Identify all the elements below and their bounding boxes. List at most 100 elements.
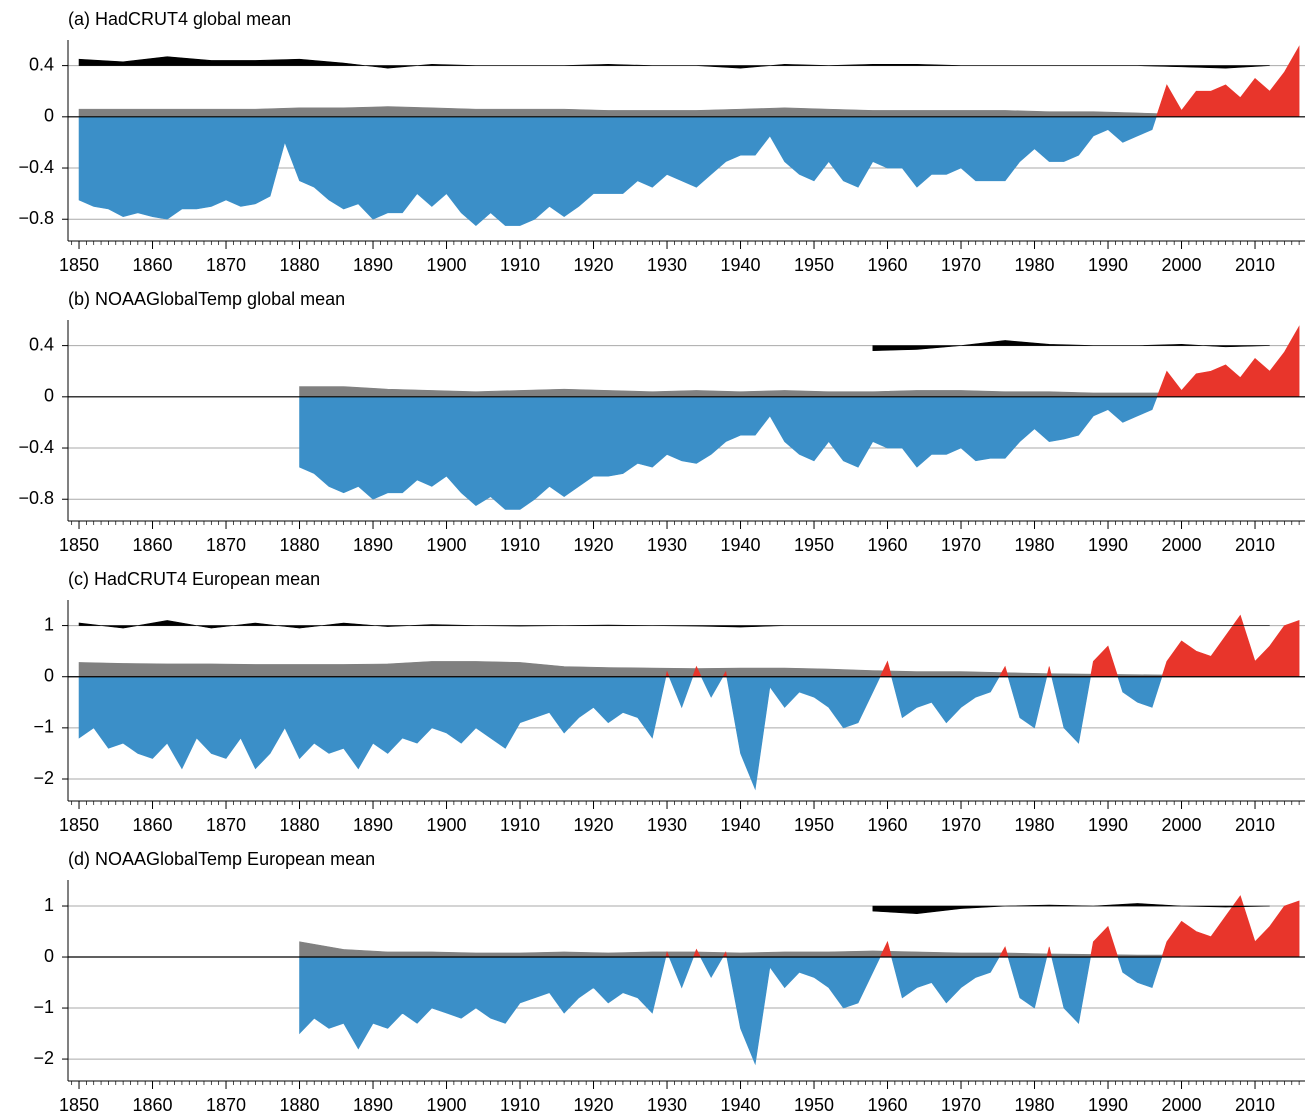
x-tick-label: 1870 (206, 1095, 246, 1113)
x-tick-label: 2000 (1161, 815, 1201, 835)
x-tick-label: 1960 (867, 535, 907, 555)
x-tick-label: 1900 (427, 255, 467, 275)
x-tick-label: 1990 (1088, 255, 1128, 275)
y-tick-label: 0 (44, 665, 54, 685)
uncertainty-area (78, 106, 1271, 118)
x-tick-label: 2000 (1161, 1095, 1201, 1113)
x-tick-label: 1970 (941, 815, 981, 835)
x-tick-label: 1950 (794, 255, 834, 275)
x-tick-label: 1980 (1014, 535, 1054, 555)
x-tick-label: 1870 (206, 255, 246, 275)
x-tick-label: 1860 (133, 255, 173, 275)
x-tick-label: 1990 (1088, 535, 1128, 555)
x-tick-label: 1990 (1088, 1095, 1128, 1113)
area-negative (78, 676, 1300, 791)
x-tick-label: 1860 (133, 535, 173, 555)
panel-title: (b) NOAAGlobalTemp global mean (68, 289, 345, 309)
x-tick-label: 1890 (353, 1095, 393, 1113)
x-tick-label: 1970 (941, 1095, 981, 1113)
x-tick-label: 1930 (647, 815, 687, 835)
x-tick-label: 1900 (427, 1095, 467, 1113)
x-tick-label: 1860 (133, 815, 173, 835)
x-tick-label: 1930 (647, 255, 687, 275)
x-tick-label: 1850 (59, 815, 99, 835)
x-tick-label: 1930 (647, 1095, 687, 1113)
y-tick-label: 1 (44, 614, 54, 634)
x-tick-label: 2000 (1161, 255, 1201, 275)
y-tick-label: 1 (44, 895, 54, 915)
x-tick-label: 1890 (353, 535, 393, 555)
y-tick-label: −0.8 (18, 208, 54, 228)
x-tick-label: 1860 (133, 1095, 173, 1113)
x-tick-label: 1960 (867, 1095, 907, 1113)
x-tick-label: 1870 (206, 815, 246, 835)
y-tick-label: −1 (33, 717, 54, 737)
x-tick-label: 1950 (794, 1095, 834, 1113)
x-tick-label: 1910 (500, 535, 540, 555)
x-tick-label: 2010 (1235, 255, 1275, 275)
x-tick-label: 1920 (573, 1095, 613, 1113)
x-tick-label: 1870 (206, 535, 246, 555)
x-tick-label: 1880 (280, 255, 320, 275)
uncertainty-area (299, 386, 1271, 398)
x-tick-label: 1940 (720, 535, 760, 555)
y-tick-label: 0 (44, 106, 54, 126)
area-negative (299, 396, 1300, 510)
difference-area (872, 903, 1270, 914)
x-tick-label: 1990 (1088, 815, 1128, 835)
x-tick-label: 2000 (1161, 535, 1201, 555)
difference-area (78, 56, 1270, 69)
x-tick-label: 1850 (59, 255, 99, 275)
x-tick-label: 1850 (59, 535, 99, 555)
x-tick-label: 2010 (1235, 535, 1275, 555)
x-tick-label: 1880 (280, 815, 320, 835)
x-tick-label: 1950 (794, 815, 834, 835)
area-negative (78, 116, 1300, 227)
x-tick-label: 2010 (1235, 1095, 1275, 1113)
x-tick-label: 1970 (941, 255, 981, 275)
y-tick-label: −2 (33, 768, 54, 788)
x-tick-label: 1920 (573, 255, 613, 275)
area-positive (299, 325, 1300, 397)
x-tick-label: 1940 (720, 815, 760, 835)
x-tick-label: 1950 (794, 535, 834, 555)
y-tick-label: 0 (44, 946, 54, 966)
y-tick-label: −0.8 (18, 488, 54, 508)
x-tick-label: 1910 (500, 815, 540, 835)
difference-area (872, 340, 1270, 352)
x-tick-label: 1980 (1014, 1095, 1054, 1113)
x-tick-label: 1960 (867, 815, 907, 835)
area-positive (78, 45, 1300, 117)
x-tick-label: 1940 (720, 1095, 760, 1113)
x-tick-label: 1920 (573, 535, 613, 555)
panel-title: (d) NOAAGlobalTemp European mean (68, 849, 375, 869)
area-negative (299, 957, 1300, 1066)
y-tick-label: −2 (33, 1048, 54, 1068)
x-tick-label: 1940 (720, 255, 760, 275)
x-tick-label: 1910 (500, 255, 540, 275)
x-tick-label: 1850 (59, 1095, 99, 1113)
x-tick-label: 1980 (1014, 255, 1054, 275)
uncertainty-area (299, 941, 1271, 958)
x-tick-label: 1900 (427, 535, 467, 555)
x-tick-label: 1890 (353, 255, 393, 275)
x-tick-label: 1970 (941, 535, 981, 555)
y-tick-label: −1 (33, 997, 54, 1017)
x-tick-label: 1910 (500, 1095, 540, 1113)
panel-title: (c) HadCRUT4 European mean (68, 569, 320, 589)
x-tick-label: 1980 (1014, 815, 1054, 835)
x-tick-label: 1880 (280, 535, 320, 555)
y-tick-label: −0.4 (18, 157, 54, 177)
x-tick-label: 1890 (353, 815, 393, 835)
difference-area (78, 620, 1270, 629)
x-tick-label: 1880 (280, 1095, 320, 1113)
panel-title: (a) HadCRUT4 global mean (68, 9, 291, 29)
y-tick-label: 0.4 (29, 54, 54, 74)
area-positive (299, 895, 1300, 958)
y-tick-label: 0.4 (29, 334, 54, 354)
x-tick-label: 1920 (573, 815, 613, 835)
area-positive (78, 614, 1300, 677)
x-tick-label: 1960 (867, 255, 907, 275)
